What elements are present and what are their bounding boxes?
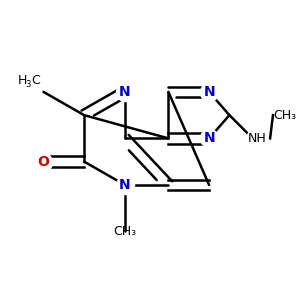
Text: N: N — [119, 178, 130, 192]
Text: O: O — [38, 154, 50, 169]
Text: N: N — [203, 131, 215, 146]
Text: 3: 3 — [26, 80, 31, 89]
Text: CH₃: CH₃ — [273, 109, 296, 122]
Text: C: C — [31, 74, 40, 87]
Text: N: N — [119, 85, 130, 99]
Text: CH₃: CH₃ — [113, 225, 136, 238]
Text: H: H — [17, 74, 27, 87]
Text: N: N — [203, 85, 215, 99]
Text: NH: NH — [248, 132, 266, 145]
